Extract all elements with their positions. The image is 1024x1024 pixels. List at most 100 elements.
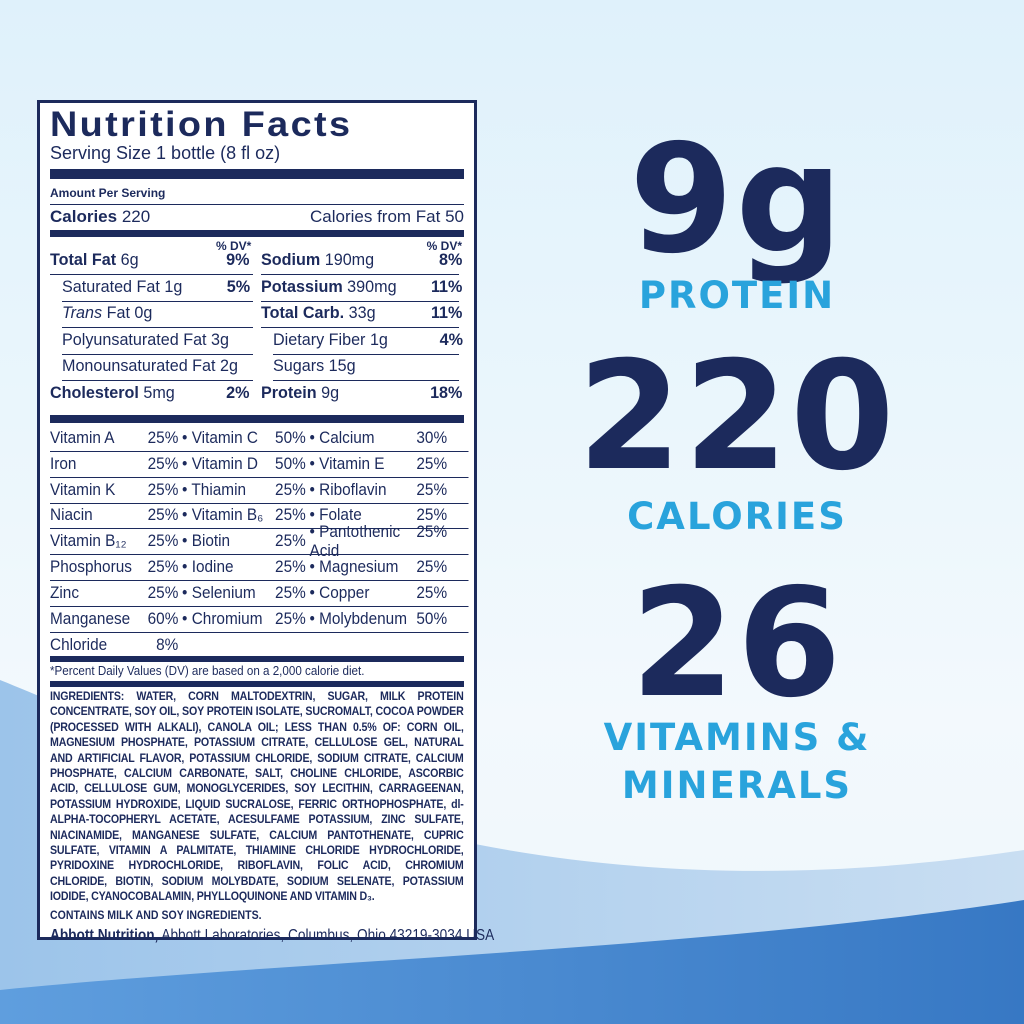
vitamin-dv: 25% [275, 583, 306, 602]
dv-header-right: % DV* [426, 239, 462, 253]
divider [50, 204, 464, 205]
nutrient-name: Total Fat [50, 250, 117, 269]
nutrient-dv: 5% [226, 276, 251, 296]
nutrient-dv: 8% [439, 250, 463, 269]
vitamin-name: Iron [50, 454, 77, 473]
vitamin-dv: 25% [416, 558, 448, 576]
label-title: Nutrition Facts [50, 105, 353, 144]
divider [50, 415, 464, 423]
nutrient-dv: 18% [430, 382, 463, 402]
vitamin-dv: 50% [275, 454, 306, 473]
vitamin-dv: 25% [275, 532, 306, 551]
divider [261, 327, 459, 328]
divider [62, 353, 253, 355]
dv-header-left: % DV* [216, 239, 252, 253]
divider [50, 681, 464, 687]
vitamin-row: Vitamin A 25% • Vitamin C 50% • Calcium 30% [50, 426, 469, 452]
nutrient-name: Dietary Fiber [273, 329, 366, 349]
nutrient-name: Protein [261, 382, 317, 402]
vitamin-name: Iodine [191, 558, 234, 576]
nutrient-row: Total Fat 6g 9% [50, 250, 250, 270]
nutrient-name: Trans [62, 303, 103, 322]
nutrient-amount: 5mg [143, 382, 175, 402]
divider [62, 300, 253, 302]
vitamin-name: Manganese [50, 609, 131, 628]
vitamin-dv: 25% [416, 454, 448, 473]
vitamin-row: Vitamin K 25% • Thiamin 25% • Riboflavin 25% [50, 478, 469, 504]
nutrient-row: Trans Fat 0g [62, 303, 250, 323]
nutrient-amount: 190mg [324, 250, 375, 269]
calories-label-large: CALORIES [627, 495, 847, 538]
divider [273, 380, 459, 381]
nutrient-dv: 11% [430, 276, 463, 296]
ingredients: INGREDIENTS: WATER, CORN MALTODEXTRIN, S… [50, 689, 464, 905]
nutrient-row: Sodium 190mg 8% [261, 250, 462, 270]
manufacturer-address: Abbott Laboratories, Columbus, Ohio 4321… [158, 926, 495, 944]
vitamin-row: Chloride 8% [50, 632, 469, 658]
nutrient-name: Polyunsaturated Fat [62, 329, 207, 349]
nutrient-dv: 9% [226, 250, 250, 269]
vitamin-dv: 25% [275, 609, 306, 628]
vitamin-name: Riboflavin [319, 480, 387, 499]
vitamin-name: Chloride [50, 635, 108, 654]
vitamin-name: Magnesium [319, 558, 399, 576]
calories-label: Calories [50, 207, 118, 226]
nutrient-name: Sugars [273, 356, 325, 375]
nutrient-amount: 33g [348, 303, 376, 322]
manufacturer-name: Abbott Nutrition, [50, 926, 159, 944]
ingredients-label: INGREDIENTS: [50, 689, 125, 703]
vitamins-count: 26 [630, 557, 844, 731]
vitamin-dv: 50% [275, 429, 306, 447]
divider [50, 169, 464, 179]
nutrient-amount: 6g [120, 250, 139, 269]
divider [50, 230, 464, 237]
nutrient-row: Potassium 390mg 11% [261, 277, 462, 297]
ingredients-section: INGREDIENTS: WATER, CORN MALTODEXTRIN, S… [50, 689, 494, 945]
nutrient-row: Total Carb. 33g 11% [261, 303, 462, 323]
nutrient-amount: 1g [164, 276, 183, 296]
vitamin-name: Vitamin K [50, 480, 116, 499]
nutrient-name: Sodium [261, 250, 321, 269]
manufacturer: Abbott Nutrition, Abbott Laboratories, C… [50, 926, 494, 945]
vitamin-name: Vitamin B₆ [191, 506, 264, 525]
vitamin-name: Niacin [50, 506, 93, 525]
vitamin-dv: 25% [275, 506, 306, 525]
vitamin-row: Niacin 25% • Vitamin B₆ 25% • Folate 25% [50, 503, 469, 530]
calories-from-fat: Calories from Fat 50 [310, 207, 464, 226]
nutrient-row: Polyunsaturated Fat 3g [62, 330, 250, 350]
minerals-label: MINERALS [621, 764, 853, 807]
nutrient-row: Saturated Fat 1g 5% [62, 277, 250, 297]
nutrient-dv: 11% [430, 303, 463, 322]
vitamin-name: Chromium [191, 609, 263, 628]
protein-label: PROTEIN [638, 274, 836, 317]
vitamin-dv: 30% [416, 429, 448, 447]
calories-value-large: 220 [577, 330, 897, 504]
vitamin-name: Calcium [319, 429, 375, 447]
vitamin-dv: 25% [416, 583, 448, 602]
vitamin-name: Pantothenic Acid [309, 522, 401, 560]
calories-row: Calories 220 Calories from Fat 50 [50, 207, 464, 227]
nutrient-amount: 390mg [347, 276, 397, 296]
vitamin-dv: 25% [147, 429, 179, 447]
vitamin-name: Copper [319, 583, 370, 602]
nutrient-name: Potassium [261, 276, 343, 296]
vitamin-dv: 25% [147, 480, 179, 499]
nutrient-amount: 9g [321, 382, 340, 402]
nutrient-amount: 15g [328, 356, 356, 375]
vitamin-dv: 25% [147, 454, 179, 473]
vitamin-dv: 25% [416, 480, 448, 499]
ingredients-text: CORN OIL, MAGNESIUM PHOSPHATE, POTASSIUM… [50, 719, 464, 904]
vitamin-dv: 25% [416, 506, 448, 525]
vitamin-dv: 50% [416, 609, 448, 628]
vitamin-dv: 25% [147, 532, 179, 551]
divider [62, 380, 253, 381]
divider [261, 274, 459, 275]
vitamins-label: VITAMINS & [603, 716, 871, 759]
vitamin-name: Folate [319, 506, 362, 525]
less-than-label: LESS THAN 0.5% OF: [284, 719, 401, 734]
vitamin-row: Phosphorus 25% • Iodine 25% • Magnesium 25% [50, 555, 469, 581]
vitamin-name: Selenium [191, 583, 256, 602]
vitamin-dv: 8% [156, 635, 179, 654]
vitamin-row: Zinc 25% • Selenium 25% • Copper 25% [50, 581, 469, 607]
nutrition-facts-label: Nutrition Facts Serving Size 1 bottle (8… [37, 100, 494, 944]
